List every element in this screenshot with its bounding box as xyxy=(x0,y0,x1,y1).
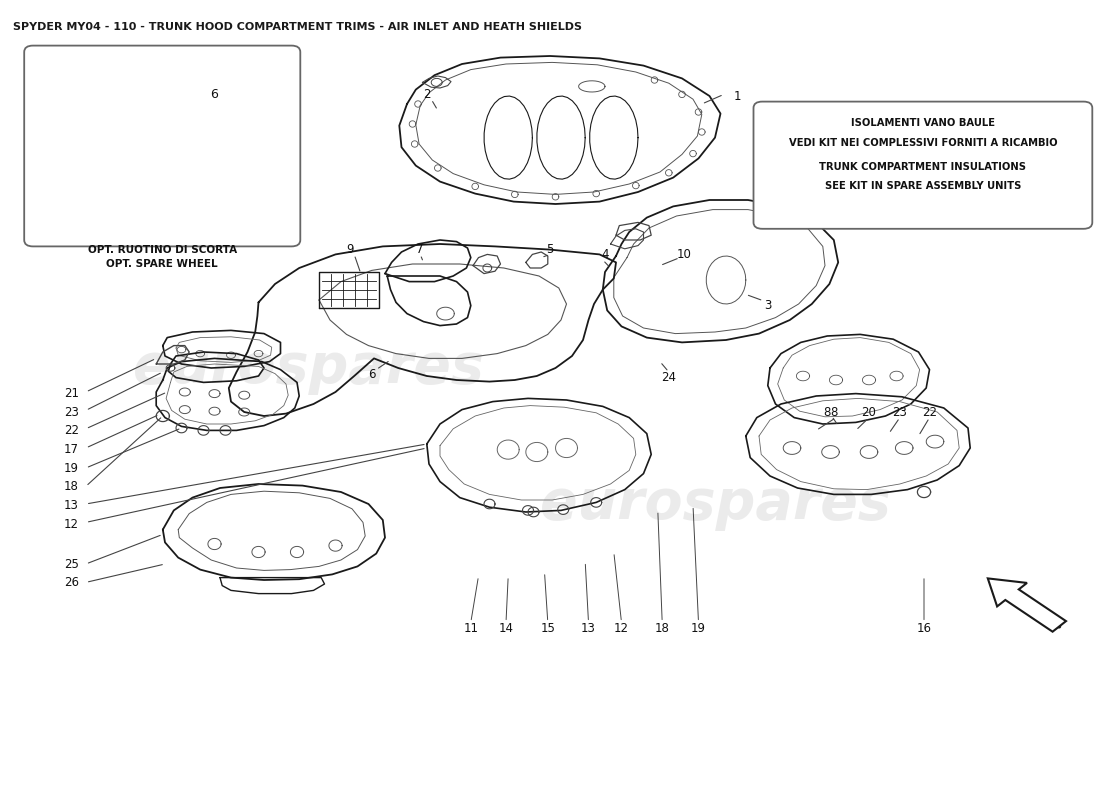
Text: 3: 3 xyxy=(764,299,771,312)
Text: eurospares: eurospares xyxy=(540,477,890,531)
Text: 7: 7 xyxy=(417,243,424,256)
Text: 12: 12 xyxy=(64,518,79,530)
Text: TRUNK COMPARTMENT INSULATIONS: TRUNK COMPARTMENT INSULATIONS xyxy=(820,162,1026,172)
Text: 15: 15 xyxy=(540,622,556,634)
Text: 18: 18 xyxy=(654,622,670,634)
Text: 26: 26 xyxy=(64,576,79,589)
Text: 13: 13 xyxy=(64,499,79,512)
Text: 22: 22 xyxy=(922,406,937,419)
Text: 18: 18 xyxy=(64,480,79,493)
Text: eurospares: eurospares xyxy=(133,341,483,395)
Text: 19: 19 xyxy=(64,462,79,474)
Text: 16: 16 xyxy=(916,622,932,634)
Text: VEDI KIT NEI COMPLESSIVI FORNITI A RICAMBIO: VEDI KIT NEI COMPLESSIVI FORNITI A RICAM… xyxy=(789,138,1057,147)
Text: 5: 5 xyxy=(547,243,553,256)
Text: 23: 23 xyxy=(892,406,907,419)
Text: 8: 8 xyxy=(830,406,837,419)
Text: 23: 23 xyxy=(64,406,79,418)
Text: 25: 25 xyxy=(64,558,79,570)
Text: 20: 20 xyxy=(861,406,877,419)
Text: ISOLAMENTI VANO BAULE: ISOLAMENTI VANO BAULE xyxy=(851,118,994,128)
Text: 10: 10 xyxy=(676,248,692,261)
Text: 24: 24 xyxy=(661,371,676,384)
Text: 13: 13 xyxy=(581,622,596,634)
Text: 19: 19 xyxy=(691,622,706,634)
Text: 14: 14 xyxy=(498,622,514,634)
Text: 21: 21 xyxy=(64,387,79,400)
Text: 1: 1 xyxy=(734,90,740,102)
FancyArrow shape xyxy=(988,578,1066,632)
Text: 22: 22 xyxy=(64,424,79,437)
FancyBboxPatch shape xyxy=(24,46,300,246)
Text: OPT. SPARE WHEEL: OPT. SPARE WHEEL xyxy=(107,259,218,269)
Text: 8: 8 xyxy=(824,406,830,419)
Text: 4: 4 xyxy=(602,248,608,261)
FancyBboxPatch shape xyxy=(754,102,1092,229)
Text: 2: 2 xyxy=(424,88,430,101)
Text: SPYDER MY04 - 110 - TRUNK HOOD COMPARTMENT TRIMS - AIR INLET AND HEATH SHIELDS: SPYDER MY04 - 110 - TRUNK HOOD COMPARTME… xyxy=(13,22,582,32)
Text: 12: 12 xyxy=(614,622,629,634)
Text: 9: 9 xyxy=(346,243,353,256)
Text: 6: 6 xyxy=(210,88,219,101)
Text: 17: 17 xyxy=(64,443,79,456)
Text: 11: 11 xyxy=(463,622,478,634)
Text: SEE KIT IN SPARE ASSEMBLY UNITS: SEE KIT IN SPARE ASSEMBLY UNITS xyxy=(825,181,1021,191)
Text: 6: 6 xyxy=(368,368,375,381)
Text: OPT. RUOTINO DI SCORTA: OPT. RUOTINO DI SCORTA xyxy=(88,245,236,254)
